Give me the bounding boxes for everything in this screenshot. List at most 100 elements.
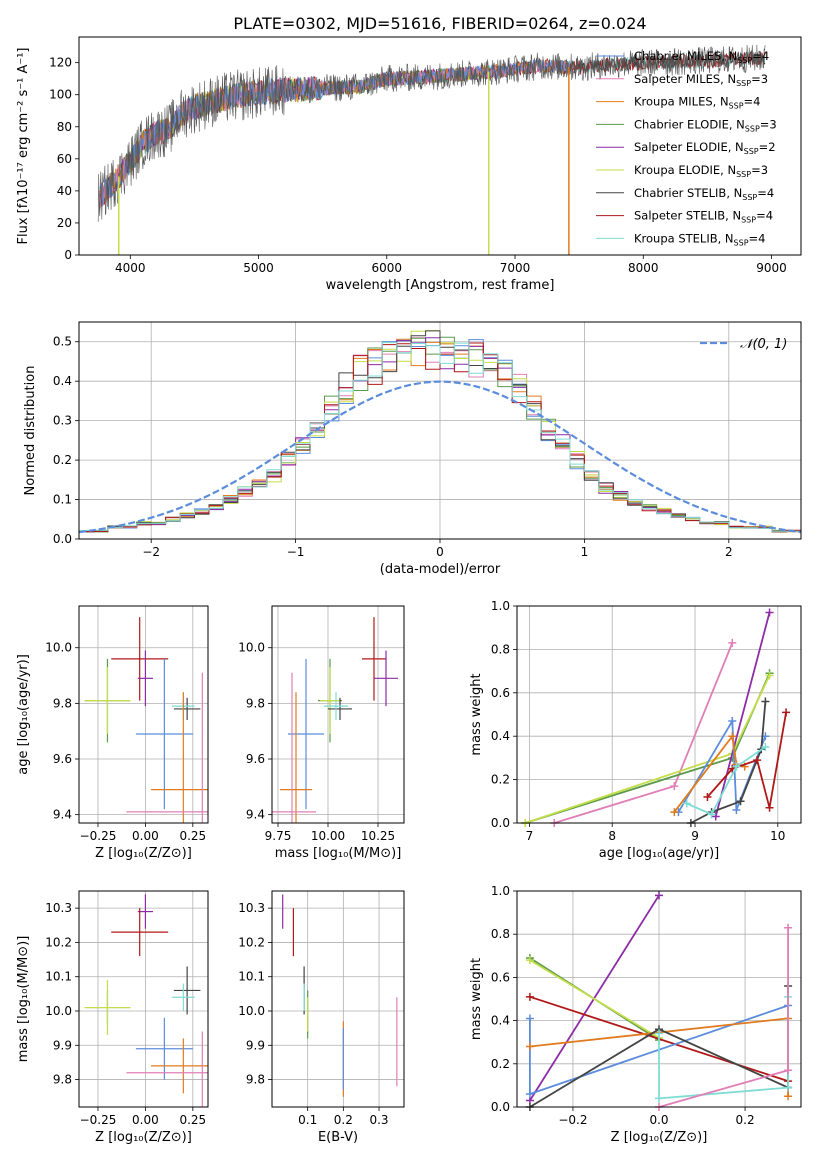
- mass-weight-marker-salpeter_elodie: [711, 812, 720, 821]
- x-tick-label: 10.00: [311, 829, 345, 843]
- x-tick-label: 0.00: [132, 1113, 159, 1127]
- legend-entry-chabrier_stelib: Chabrier STELIB, NSSP=4: [634, 186, 774, 202]
- x-tick-label: 1: [581, 545, 589, 559]
- x-tick-label: 0.25: [179, 829, 206, 843]
- y-tick-label: 9.6: [53, 752, 72, 766]
- y-axis-label: mass weight: [469, 673, 484, 755]
- spectrum-panel: 4000 5000 6000 7000 8000 9000 0 20 40 60 80 100 120 w…: [16, 36, 802, 293]
- y-axis-label: age [log₁₀(age/yr)]: [16, 654, 31, 775]
- mass-weight-marker-kroupa_miles: [728, 732, 737, 741]
- legend-entry-salpeter_elodie: Salpeter ELODIE, NSSP=2: [634, 140, 776, 156]
- mass-weight-marker-kroupa_elodie: [765, 671, 774, 680]
- mass-weight-marker-kroupa_stelib: [761, 743, 770, 752]
- y-tick-label: 1.0: [491, 884, 510, 898]
- x-tick-label: 4000: [115, 261, 146, 275]
- mass-weight-marker-kroupa_miles: [525, 1042, 534, 1051]
- model-spectrum-chabrier_miles: [99, 58, 570, 207]
- x-tick-label: 7000: [500, 261, 531, 275]
- mass-weight-marker-chabrier_miles: [525, 1014, 534, 1023]
- observed-spectrum: [97, 44, 766, 222]
- x-tick-label: 8000: [628, 261, 659, 275]
- mass-weight-marker-chabrier_miles: [728, 717, 737, 726]
- y-tick-label: 0.2: [53, 453, 72, 467]
- mass-weight-marker-kroupa_stelib: [707, 810, 716, 819]
- legend-entry-normal: 𝒩(0, 1): [740, 337, 787, 352]
- x-tick-label: 6000: [372, 261, 403, 275]
- mass-weight-marker-chabrier_miles: [525, 1090, 534, 1099]
- mass-weight-marker-kroupa_miles: [670, 808, 679, 817]
- y-axis-label: Flux [fλ10⁻¹⁷ erg cm⁻² s⁻¹ A⁻¹]: [16, 48, 31, 245]
- mass-weight-marker-salpeter_miles: [784, 1066, 793, 1075]
- y-tick-label: 9.9: [53, 1038, 72, 1052]
- y-tick-label: 0.6: [491, 970, 510, 984]
- y-tick-label: 9.8: [53, 1073, 72, 1087]
- y-tick-label: 9.4: [246, 808, 265, 822]
- metallicity-mass-weight-panel: −0.2 0.0 0.2 0.0 0.2 0.4 0.6 0.8 1.0 Z [log₁₀(Z/Z…: [469, 884, 802, 1145]
- metallicity-mass-panel: −0.25 0.00 0.25 9.8 9.9 10.0 10.1 10.2 10.3 Z [lo…: [16, 890, 209, 1145]
- mass-weight-marker-salpeter_stelib: [782, 708, 791, 717]
- mass-weight-marker-kroupa_miles: [784, 1092, 793, 1101]
- legend-entry-chabrier_miles: Chabrier MILES, NSSP=4: [634, 49, 769, 65]
- y-tick-label: 10.0: [45, 641, 72, 655]
- y-tick-label: 0.4: [491, 729, 510, 743]
- mass-weight-marker-salpeter_miles: [670, 782, 679, 791]
- y-tick-label: 20: [57, 216, 72, 230]
- y-tick-label: 0.3: [53, 414, 72, 428]
- y-tick-label: 0.0: [53, 532, 72, 546]
- mass-weight-line-kroupa_stelib: [686, 746, 766, 816]
- y-tick-label: 9.8: [53, 696, 72, 710]
- y-tick-label: 0.0: [491, 1100, 510, 1114]
- x-tick-label: 9000: [756, 261, 787, 275]
- y-tick-label: 60: [57, 152, 72, 166]
- mass-weight-line-salpeter_miles: [658, 927, 789, 1108]
- y-tick-label: 10.3: [238, 901, 265, 915]
- mass-weight-marker-salpeter_miles: [784, 923, 793, 932]
- y-tick-label: 9.9: [246, 1038, 265, 1052]
- y-tick-label: 9.8: [246, 696, 265, 710]
- mass-weight-marker-salpeter_stelib: [753, 756, 762, 765]
- legend-entry-chabrier_elodie: Chabrier ELODIE, NSSP=3: [634, 117, 777, 133]
- spectrum-legend: Chabrier MILES, NSSP=4 Salpeter MILES, NS…: [596, 49, 777, 247]
- ebv-mass-panel: 0.1 0.2 0.3 9.8 9.9 10.0 10.1 10.2 10.3 E(B-V): [238, 890, 405, 1145]
- axes-frame: [78, 36, 802, 256]
- y-tick-label: 10.2: [238, 935, 265, 949]
- mass-weight-line-salpeter_miles: [554, 642, 734, 824]
- residual-histogram-panel: −2 −1 0 1 2 0.0 0.1 0.2 0.3 0.4 0.5 (data-model)/er…: [23, 321, 802, 577]
- x-tick-label: 8: [608, 829, 616, 843]
- y-tick-label: 10.2: [45, 935, 72, 949]
- histogram-plot-area: [79, 330, 801, 534]
- mass-weight-marker-salpeter_elodie: [655, 891, 663, 900]
- y-tick-label: 9.8: [246, 1073, 265, 1087]
- y-tick-label: 0.2: [491, 773, 510, 787]
- y-tick-label: 40: [57, 184, 72, 198]
- x-axis-label: mass [log₁₀(M/M⊙)]: [275, 846, 402, 861]
- y-tick-label: 0.8: [491, 927, 510, 941]
- age-mass-weight-panel: 7 8 9 10 0.0 0.2 0.4 0.6 0.8 1.0 age [log₁₀(age/yr…: [469, 599, 802, 861]
- normal-curve: [79, 380, 801, 534]
- x-axis-label: age [log₁₀(age/yr)]: [599, 846, 720, 861]
- x-tick-label: 0: [436, 545, 444, 559]
- x-tick-label: 10: [770, 829, 785, 843]
- x-axis-label: Z [log₁₀(Z/Z⊙)]: [95, 846, 192, 861]
- x-tick-label: 7: [526, 829, 534, 843]
- x-tick-label: 9: [691, 829, 699, 843]
- y-tick-label: 10.3: [45, 901, 72, 915]
- axes-frame: [271, 605, 405, 824]
- x-tick-label: 0.3: [369, 1113, 388, 1127]
- histogram-kroupa_stelib: [79, 342, 801, 532]
- figure-title: PLATE=0302, MJD=51616, FIBERID=0264, z=0…: [233, 14, 646, 33]
- mass-weight-marker-salpeter_stelib: [525, 992, 534, 1001]
- spectrum-plot-area: [97, 44, 766, 255]
- errorbar-plot-area: [84, 617, 208, 823]
- y-tick-label: 0.0: [491, 816, 510, 830]
- x-axis-label: (data-model)/error: [380, 562, 501, 577]
- x-tick-label: 2: [725, 545, 733, 559]
- x-tick-label: 5000: [243, 261, 274, 275]
- x-axis-label: Z [log₁₀(Z/Z⊙)]: [95, 1130, 192, 1145]
- y-tick-label: 9.4: [53, 808, 72, 822]
- x-tick-label: 0.25: [179, 1113, 206, 1127]
- mass-weight-marker-kroupa_elodie: [525, 956, 534, 965]
- mass-weight-line-salpeter_elodie: [714, 612, 771, 817]
- y-tick-label: 10.1: [238, 970, 265, 984]
